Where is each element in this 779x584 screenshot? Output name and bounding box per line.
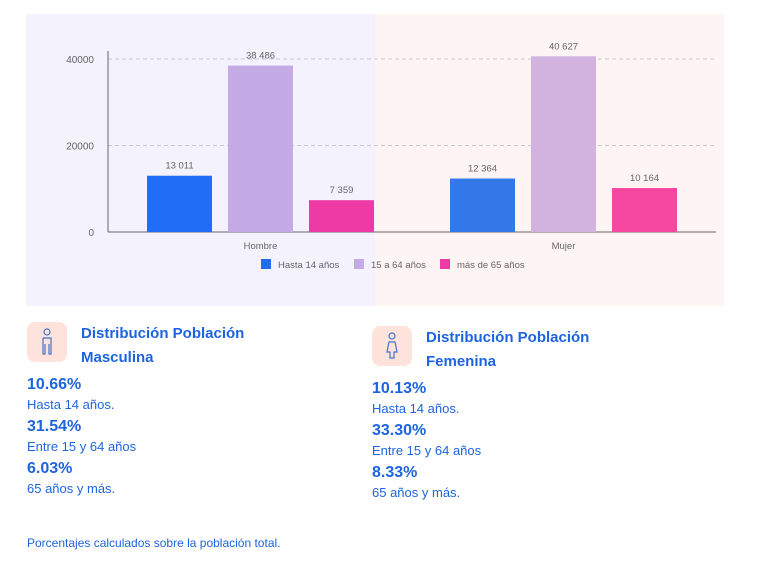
y-tick-label: 20000 [66, 142, 94, 153]
female-label-15-64: Entre 15 y 64 años [372, 443, 482, 458]
data-label: 40 627 [549, 41, 578, 52]
population-bar-chart: 0 20000 40000 13 011 38 486 7 359 Hombre 12 364… [26, 14, 724, 306]
male-title: Distribución Población [81, 325, 245, 342]
male-person-icon [27, 322, 67, 362]
bar [450, 178, 515, 232]
background-left [26, 14, 375, 306]
male-stats: Distribución Población Masculina 10.66% H… [27, 322, 244, 496]
female-person-icon [372, 326, 412, 366]
bar [531, 56, 596, 232]
data-label: 13 011 [165, 161, 193, 172]
bar [612, 188, 677, 232]
legend-label: 15 a 64 años [371, 260, 426, 271]
footnote: Porcentajes calculados sobre la població… [27, 536, 281, 550]
y-tick-label: 40000 [66, 55, 94, 66]
male-pct-15-64: 31.54% [27, 418, 82, 435]
data-label: 12 364 [468, 164, 497, 175]
bar [228, 65, 293, 232]
legend-swatch [440, 259, 450, 269]
male-pct-65: 6.03% [27, 460, 73, 477]
male-label-0-14: Hasta 14 años. [27, 397, 115, 412]
female-title: Distribución Población [426, 329, 590, 346]
male-label-65: 65 años y más. [27, 481, 116, 496]
female-label-65: 65 años y más. [372, 485, 461, 500]
female-pct-65: 8.33% [372, 464, 418, 481]
y-tick-label: 0 [88, 228, 94, 239]
male-pct-0-14: 10.66% [27, 376, 82, 393]
legend-label: Hasta 14 años [278, 260, 340, 271]
bar [309, 200, 374, 232]
data-label: 7 359 [330, 185, 354, 196]
male-title-2: Masculina [81, 349, 154, 366]
data-label: 38 486 [246, 51, 275, 62]
female-stats: Distribución Población Femenina 10.13% Ha… [372, 326, 589, 500]
legend-label: más de 65 años [457, 260, 525, 271]
x-tick-label: Hombre [244, 241, 278, 252]
legend-swatch [261, 259, 271, 269]
x-tick-label: Mujer [552, 241, 576, 252]
female-pct-15-64: 33.30% [372, 422, 427, 439]
female-label-0-14: Hasta 14 años. [372, 401, 460, 416]
legend-swatch [354, 259, 364, 269]
female-title-2: Femenina [426, 353, 497, 370]
male-label-15-64: Entre 15 y 64 años [27, 439, 137, 454]
data-label: 10 164 [630, 173, 659, 184]
bar [147, 175, 212, 232]
female-pct-0-14: 10.13% [372, 380, 427, 397]
